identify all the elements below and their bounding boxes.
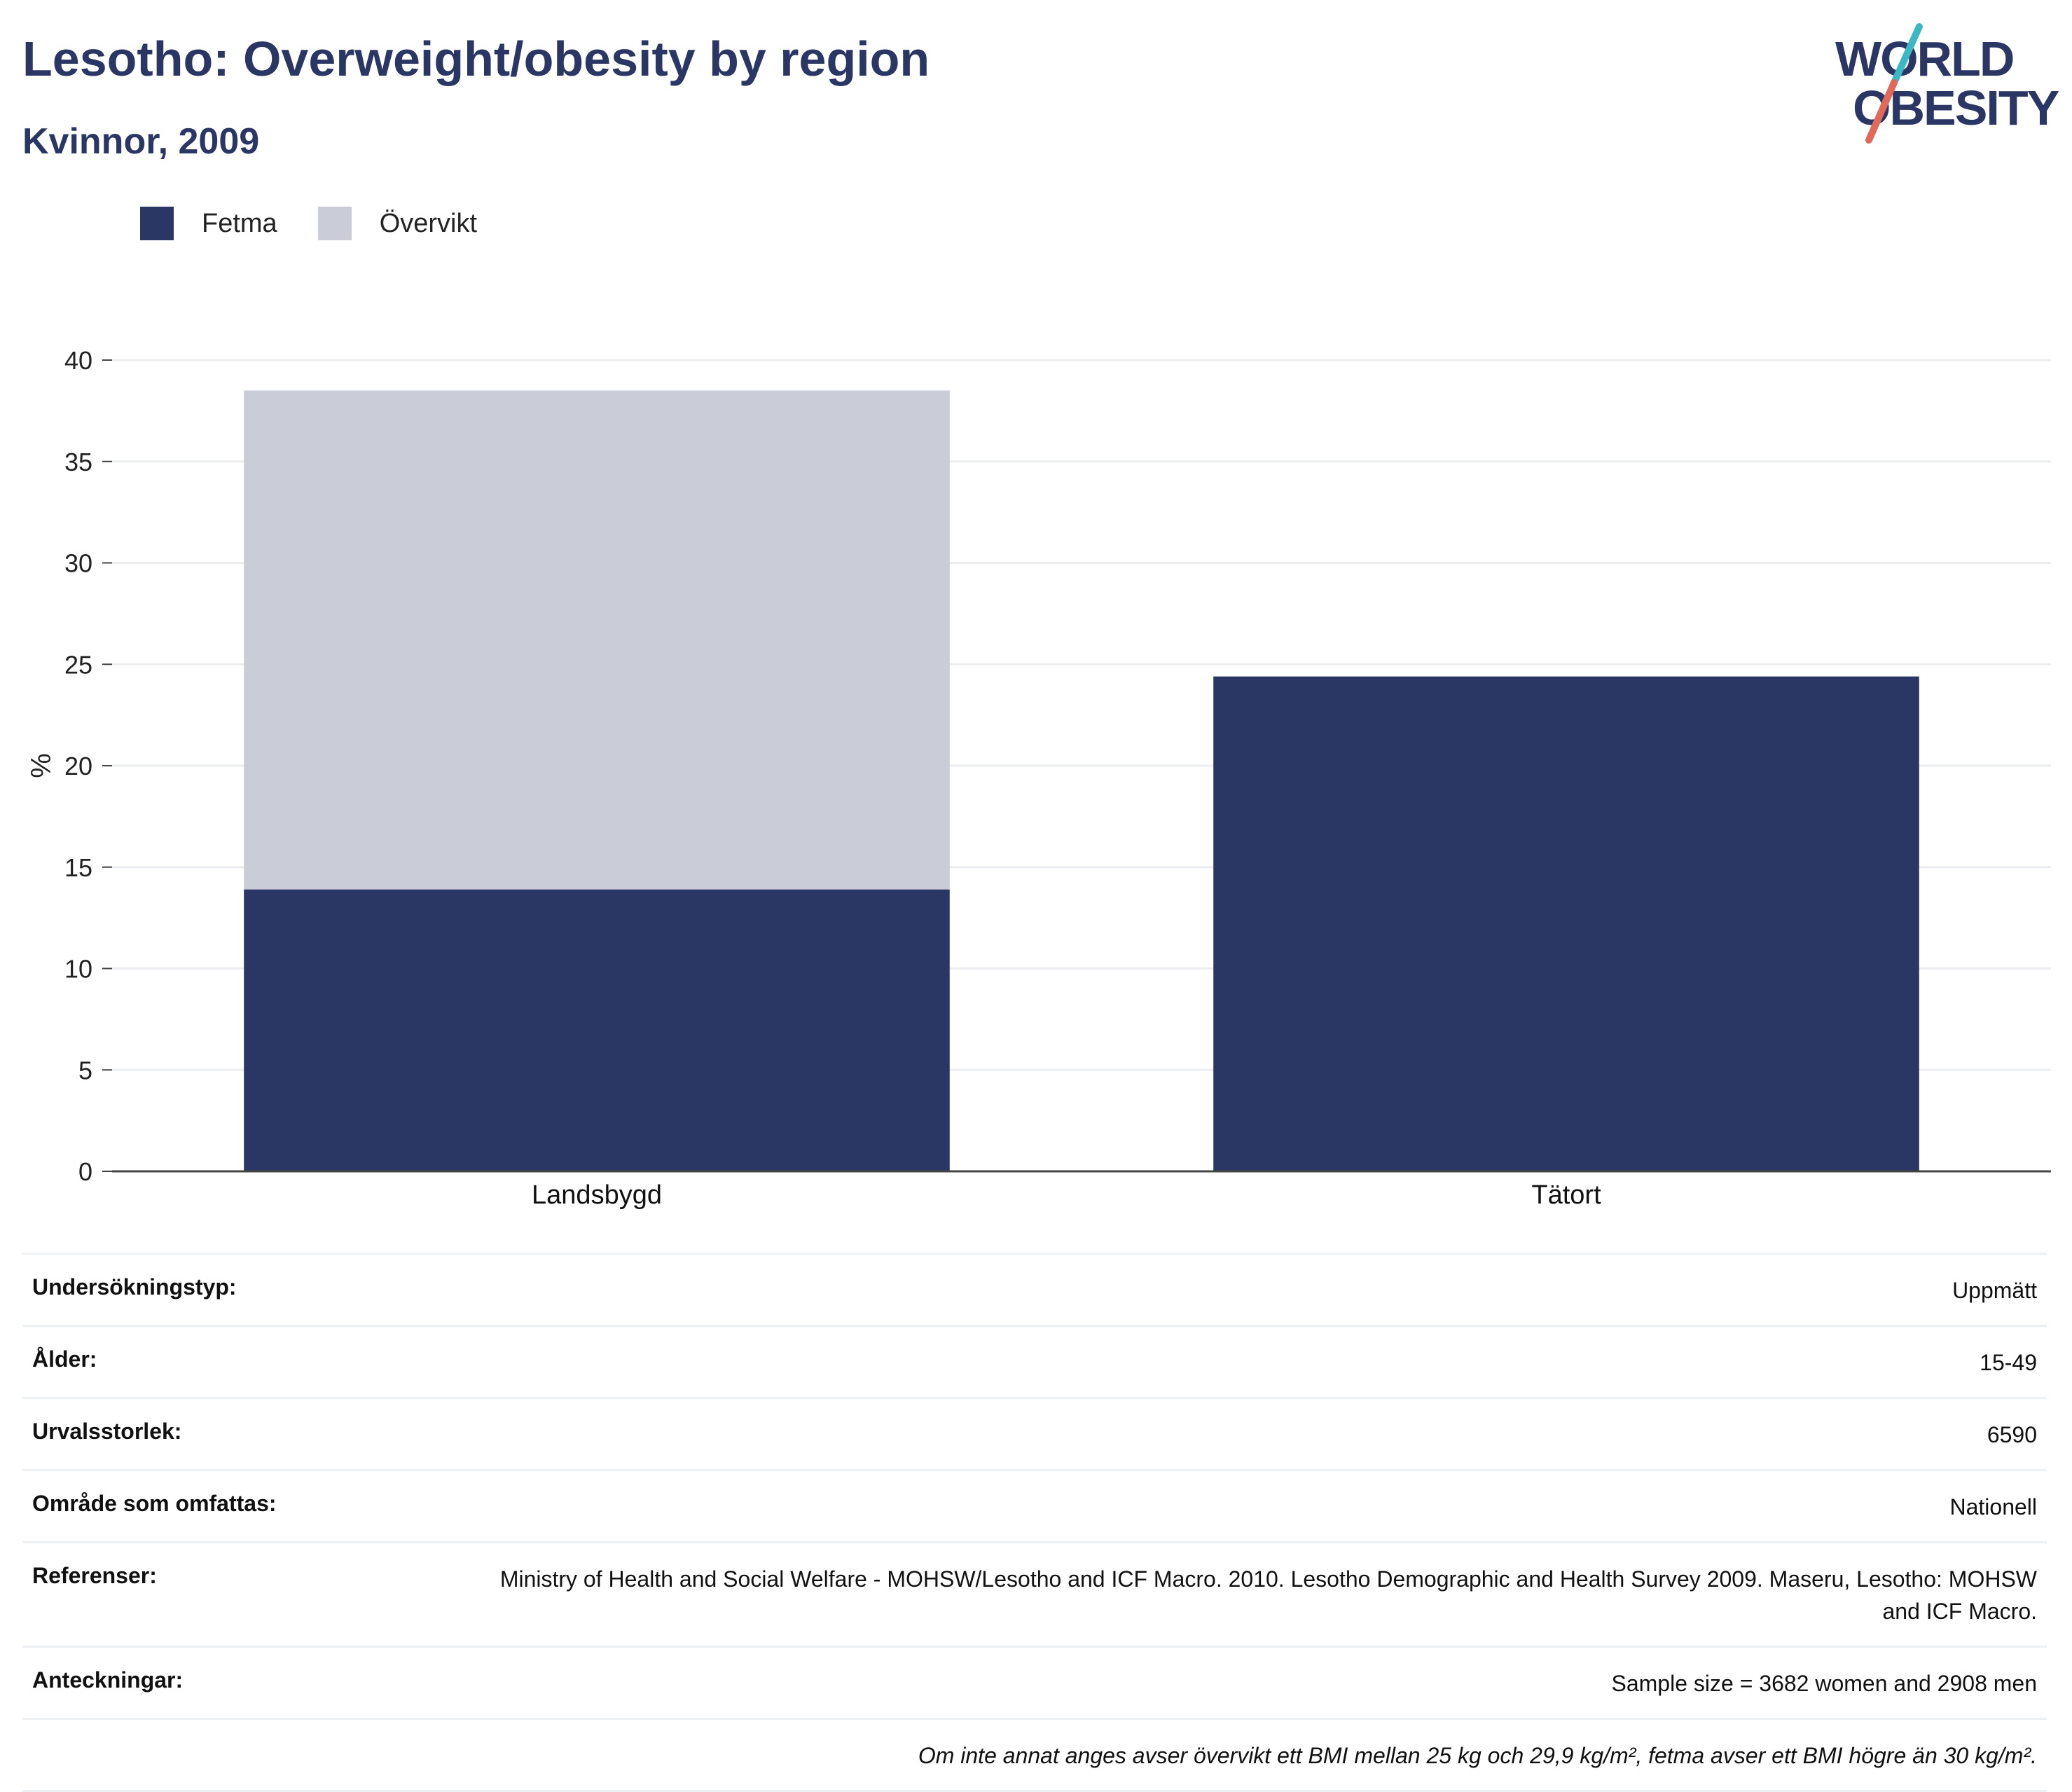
page-title: Lesotho: Overweight/obesity by region [22,32,930,86]
y-tick-label: 5 [78,1056,92,1084]
info-value: Ministry of Health and Social Welfare - … [499,1566,2037,1624]
legend-label-fetma: Fetma [202,208,277,238]
logo-slash-teal [1891,23,1923,86]
y-tick-label: 20 [64,752,92,780]
info-row-age: Ålder: 15-49 [22,1325,2047,1397]
definition-note: Om inte annat anges avser övervikt ett B… [918,1743,2037,1768]
info-row-sample-size: Urvalsstorlek: 6590 [22,1397,2047,1469]
logo-text-world: WORLD [1835,32,2013,86]
bar-chart: 0 5 10 15 20 25 30 35 40% Landsbygd Tätort [26,346,2051,1210]
x-tick-label: Landsbygd [532,1180,662,1210]
x-tick-label: Tätort [1531,1180,1601,1210]
bar-fetma-t-tort [1213,676,1919,1171]
info-row-area: Område som omfattas: Nationell [22,1469,2047,1541]
y-tick-label: 30 [64,549,92,578]
logo-slash-red [1865,79,1898,144]
info-value: 6590 [1987,1422,2037,1447]
legend-swatch-overvikt [317,207,352,240]
info-label: Referenser: [32,1563,157,1588]
info-row-references: Referenser: Ministry of Health and Socia… [22,1541,2047,1646]
info-label: Anteckningar: [32,1667,184,1693]
bar-fetma-landsbygd [244,889,950,1171]
y-tick-label: 0 [78,1157,92,1186]
bar--vervikt-landsbygd [244,390,950,890]
legend-swatch-fetma [140,207,174,240]
y-tick-label: 40 [64,346,92,375]
info-row-notes: Anteckningar: Sample size = 3682 women a… [22,1646,2047,1718]
legend-item-fetma[interactable]: Fetma [140,207,277,240]
info-label: Undersökningstyp: [32,1274,237,1300]
y-axis-label: % [26,753,57,778]
info-value: Nationell [1949,1494,2037,1519]
y-tick-label: 25 [64,650,92,679]
info-label: Ålder: [32,1346,97,1372]
y-tick-label: 35 [64,448,92,476]
page-subtitle: Kvinnor, 2009 [22,121,260,162]
legend-label-overvikt: Övervikt [379,208,478,238]
info-label: Urvalsstorlek: [32,1419,182,1444]
y-tick-label: 15 [64,853,92,882]
y-tick-label: 10 [64,955,92,984]
chart-legend: Fetma Övervikt [140,207,518,240]
world-obesity-logo: WORLD OBESITY [1835,23,2059,144]
info-row-survey-type: Undersökningstyp: Uppmätt [22,1253,2047,1325]
info-value: Uppmätt [1952,1278,2037,1303]
legend-item-overvikt[interactable]: Övervikt [317,207,478,240]
info-value: Sample size = 3682 women and 2908 men [1611,1671,2038,1696]
info-label: Område som omfattas: [32,1491,277,1516]
info-row-definition-note: Om inte annat anges avser övervikt ett B… [22,1718,2047,1792]
info-value: 15-49 [1980,1350,2037,1375]
info-table: Undersökningstyp: Uppmätt Ålder: 15-49 U… [22,1253,2047,1792]
